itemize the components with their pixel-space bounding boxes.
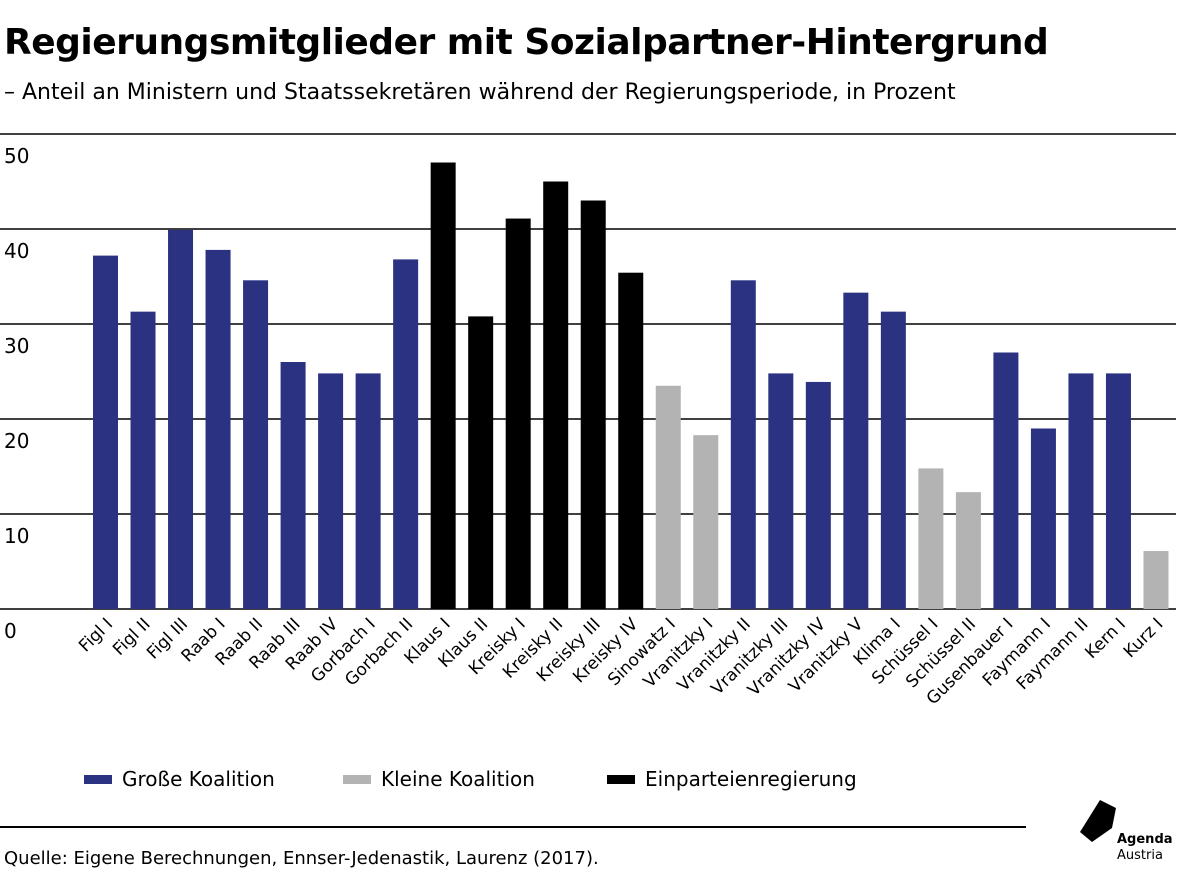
bar (918, 468, 944, 609)
bar (318, 373, 344, 609)
legend-item-einpartei: Einparteienregierung (607, 767, 857, 791)
bar (730, 280, 756, 609)
bar (805, 381, 831, 609)
source-note: Quelle: Eigene Berechnungen, Ennser-Jede… (4, 848, 599, 869)
logo-text-line1: Agenda (1117, 832, 1173, 847)
legend: Große Koalition Kleine Koalition Einpart… (0, 767, 1000, 793)
x-tick-label: Kurz I (1120, 614, 1168, 662)
bar (1143, 551, 1169, 609)
footer-divider (0, 826, 1026, 828)
agenda-austria-logo (1080, 800, 1116, 842)
chart-title: Regierungsmitglieder mit Sozialpartner-H… (4, 22, 1049, 63)
legend-swatch-gross (84, 774, 112, 784)
legend-label-einpartei: Einparteienregierung (645, 767, 857, 791)
y-tick-label: 10 (4, 524, 29, 548)
logo-text-line2: Austria (1117, 848, 1163, 863)
bar (205, 249, 231, 609)
bar (993, 352, 1019, 609)
bar (130, 311, 156, 609)
legend-item-klein: Kleine Koalition (343, 767, 535, 791)
y-tick-label: 20 (4, 429, 29, 453)
bar (505, 218, 531, 610)
legend-label-klein: Kleine Koalition (381, 767, 535, 791)
bar (1030, 428, 1056, 609)
bar (93, 255, 118, 609)
bar (468, 316, 494, 609)
bar (280, 362, 306, 609)
bar (430, 162, 456, 609)
bar (843, 292, 869, 609)
bar (693, 435, 719, 609)
x-tick-label: Kern I (1081, 614, 1130, 663)
y-tick-label: 40 (4, 239, 29, 263)
bar (880, 311, 906, 609)
bar (543, 181, 569, 609)
bar (768, 373, 794, 609)
bar (1105, 373, 1131, 609)
bar (955, 492, 981, 609)
bar (243, 280, 269, 609)
bar (168, 229, 194, 609)
legend-item-gross: Große Koalition (84, 767, 275, 791)
y-tick-label: 30 (4, 334, 29, 358)
bar (355, 373, 381, 609)
chart-subtitle: – Anteil an Ministern und Staatssekretär… (4, 80, 956, 105)
bar (580, 200, 606, 609)
bar (1068, 373, 1094, 609)
bar (393, 259, 419, 609)
legend-swatch-klein (343, 774, 371, 784)
bar (655, 385, 681, 609)
x-tick-label: Figl I (75, 614, 117, 656)
bar (618, 272, 644, 609)
legend-swatch-einpartei (607, 774, 635, 784)
y-tick-label: 0 (4, 619, 17, 643)
y-tick-label: 50 (4, 144, 29, 168)
legend-label-gross: Große Koalition (122, 767, 275, 791)
